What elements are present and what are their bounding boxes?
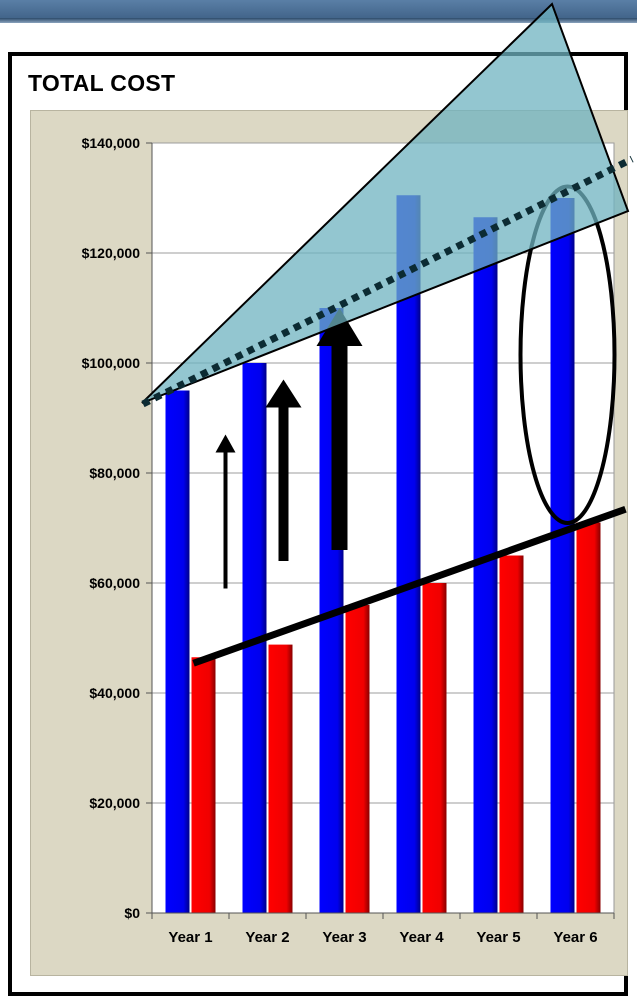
chart-title: TOTAL COST <box>28 70 176 96</box>
y-tick-label: $0 <box>124 905 140 921</box>
blue-bar <box>165 390 190 913</box>
x-tick-label: Year 2 <box>245 929 289 946</box>
y-tick-label: $40,000 <box>89 685 140 701</box>
red-bar <box>191 657 216 913</box>
red-bar <box>499 555 524 913</box>
top-banner <box>0 0 637 22</box>
red-bar <box>345 605 370 913</box>
y-tick-label: $20,000 <box>89 795 140 811</box>
x-tick-label: Year 3 <box>322 929 366 946</box>
blue-trend-line <box>141 155 634 408</box>
increase-arrow-medium <box>265 379 302 561</box>
x-tick-label: Year 1 <box>168 929 212 946</box>
y-tick-label: $100,000 <box>82 355 141 371</box>
red-bar <box>422 583 447 913</box>
growth-wedge <box>141 2 630 404</box>
blue-bar <box>396 195 421 913</box>
y-tick-label: $140,000 <box>82 135 141 151</box>
increase-arrow-small <box>215 434 236 589</box>
y-tick-label: $60,000 <box>89 575 140 591</box>
y-tick-label: $120,000 <box>82 245 141 261</box>
red-bar <box>268 644 293 913</box>
y-tick-label: $80,000 <box>89 465 140 481</box>
x-tick-label: Year 4 <box>399 929 444 946</box>
blue-bar <box>550 198 575 913</box>
increase-arrow-large <box>316 308 363 550</box>
x-tick-label: Year 6 <box>553 929 597 946</box>
x-tick-label: Year 5 <box>476 929 520 946</box>
top-banner-edge <box>0 18 637 23</box>
red-bar <box>576 522 601 913</box>
red-trend-line <box>192 505 627 667</box>
